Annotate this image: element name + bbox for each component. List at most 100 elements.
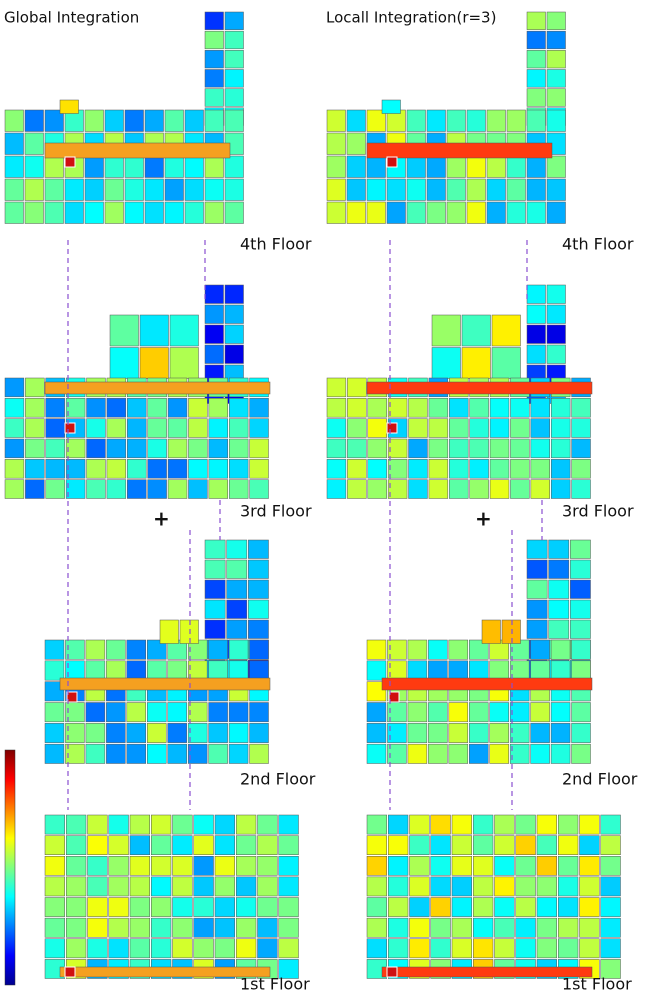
figure: Global Integration Locall Integration(r=… [0,0,645,995]
room [125,202,144,224]
room [279,877,299,896]
room [428,661,447,680]
room [109,898,129,917]
room [205,70,224,88]
room [469,744,488,763]
room [130,939,150,958]
room [148,480,167,499]
room [490,439,509,458]
room [205,305,224,324]
room [551,459,570,478]
room [580,856,600,875]
room [490,744,509,763]
room [558,898,578,917]
room [367,836,387,855]
room [327,110,346,132]
room [570,560,590,579]
room [490,459,509,478]
room [410,939,430,958]
room [388,918,408,937]
room [66,459,85,478]
room [327,480,346,499]
room [225,345,244,364]
room [209,723,228,742]
room [449,398,468,417]
room [148,439,167,458]
room [527,156,546,178]
room [225,89,244,107]
room [547,12,566,30]
room [88,877,108,896]
room [347,133,366,155]
marker-square [65,423,75,433]
room [106,661,125,680]
room [516,877,536,896]
room [558,877,578,896]
room [194,918,214,937]
room [147,661,166,680]
floor-plans [5,12,621,979]
room [227,560,247,579]
room [408,703,427,722]
room [225,305,244,324]
room [85,110,104,132]
room [367,661,386,680]
room [347,179,366,201]
room [495,939,515,958]
room [236,939,256,958]
corridor [45,143,230,158]
room [66,836,86,855]
room [601,856,621,875]
room [409,439,428,458]
room [66,480,85,499]
room [495,815,515,834]
room [410,877,430,896]
room [388,439,407,458]
room [347,156,366,178]
floor-label: 2nd Floor [562,770,638,789]
floor-label: 1st Floor [240,975,310,994]
room [105,202,124,224]
room [527,50,546,68]
room [469,661,488,680]
room [215,939,235,958]
room [127,480,146,499]
room [106,703,125,722]
room [490,661,509,680]
room [549,540,569,559]
room [467,156,486,178]
room [194,939,214,958]
room [87,398,106,417]
corridor [382,678,592,690]
room [510,723,529,742]
room [551,661,570,680]
room [527,202,546,224]
room [547,179,566,201]
room [45,836,65,855]
room [507,156,526,178]
room [127,703,146,722]
room [248,580,268,599]
room [279,898,299,917]
room [87,419,106,438]
room [65,179,84,201]
marker-square [65,157,75,167]
room [227,620,247,639]
room [151,877,171,896]
room [367,156,386,178]
room [570,620,590,639]
room [188,398,207,417]
room [5,480,24,499]
room [409,459,428,478]
room [209,398,228,417]
room [5,156,24,178]
room [250,723,269,742]
room [209,439,228,458]
room [194,856,214,875]
room [250,640,269,659]
room [367,815,387,834]
room [168,744,187,763]
room [490,419,509,438]
room [547,325,566,344]
room [105,179,124,201]
